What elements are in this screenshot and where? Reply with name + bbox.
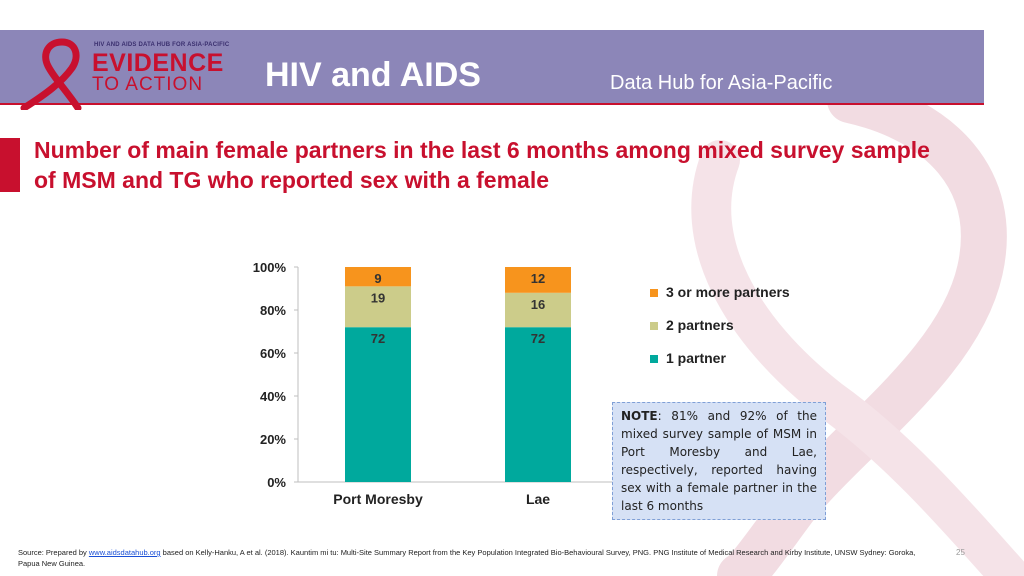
x-category-label: Lae [526,491,550,507]
red-ribbon-icon [20,38,82,110]
legend-label: 1 partner [666,350,726,366]
stacked-bar-chart: 0% 20% 40% 60% 80% 100% 72 19 9 Port Moresby 72 16 1… [253,260,618,507]
slide-title: Number of main female partners in the la… [34,137,930,193]
note-box: NOTE: 81% and 92% of the mixed survey sa… [612,402,826,520]
legend-swatch [650,289,658,297]
brand-subtitle: Data Hub for Asia-Pacific [610,72,833,94]
legend-swatch [650,355,658,363]
bar-segment [505,292,571,328]
bar-data-label: 12 [531,271,545,286]
y-tick-label: 80% [260,303,286,318]
x-category-label: Port Moresby [333,491,423,507]
y-tick-label: 40% [260,389,286,404]
title-accent-bar [0,138,20,192]
source-suffix: based on Kelly-Hanku, A et al. (2018). K… [18,548,916,568]
legend-label: 3 or more partners [666,284,790,300]
bar-data-label: 9 [374,271,381,286]
bar-segment [345,267,411,287]
bar-data-label: 72 [371,331,385,346]
source-citation: Source: Prepared by www.aidsdatahub.org … [18,547,918,569]
brand-title: HIV and AIDS [265,56,481,94]
background-ribbon-graphic [691,100,1024,576]
bar-data-label: 16 [531,297,545,312]
note-label: NOTE [621,409,658,423]
y-tick-label: 60% [260,346,286,361]
bar-data-label: 19 [371,290,385,305]
source-prefix: Source: Prepared by [18,548,89,557]
y-tick-label: 100% [253,260,287,275]
legend-label: 2 partners [666,317,734,333]
note-text: : 81% and 92% of the mixed survey sample… [621,409,817,513]
y-tick-label: 0% [267,475,286,490]
y-tick-label: 20% [260,432,286,447]
bar-segment [345,327,411,482]
bar-data-label: 72 [531,331,545,346]
logo-tagline: HIV AND AIDS DATA HUB FOR ASIA-PACIFIC [94,42,230,48]
page-number: 25 [956,548,965,557]
source-link[interactable]: www.aidsdatahub.org [88,548,161,557]
evidence-to-action-logo: HIV AND AIDS DATA HUB FOR ASIA-PACIFIC E… [18,36,248,110]
header-band: HIV AND AIDS DATA HUB FOR ASIA-PACIFIC E… [0,30,984,110]
bar-segment [505,327,571,482]
logo-word-to-action: TO ACTION [92,74,204,95]
bar-segment [505,267,571,293]
logo-word-evidence: EVIDENCE [92,49,224,77]
bar-segment [345,286,411,328]
legend-swatch [650,322,658,330]
